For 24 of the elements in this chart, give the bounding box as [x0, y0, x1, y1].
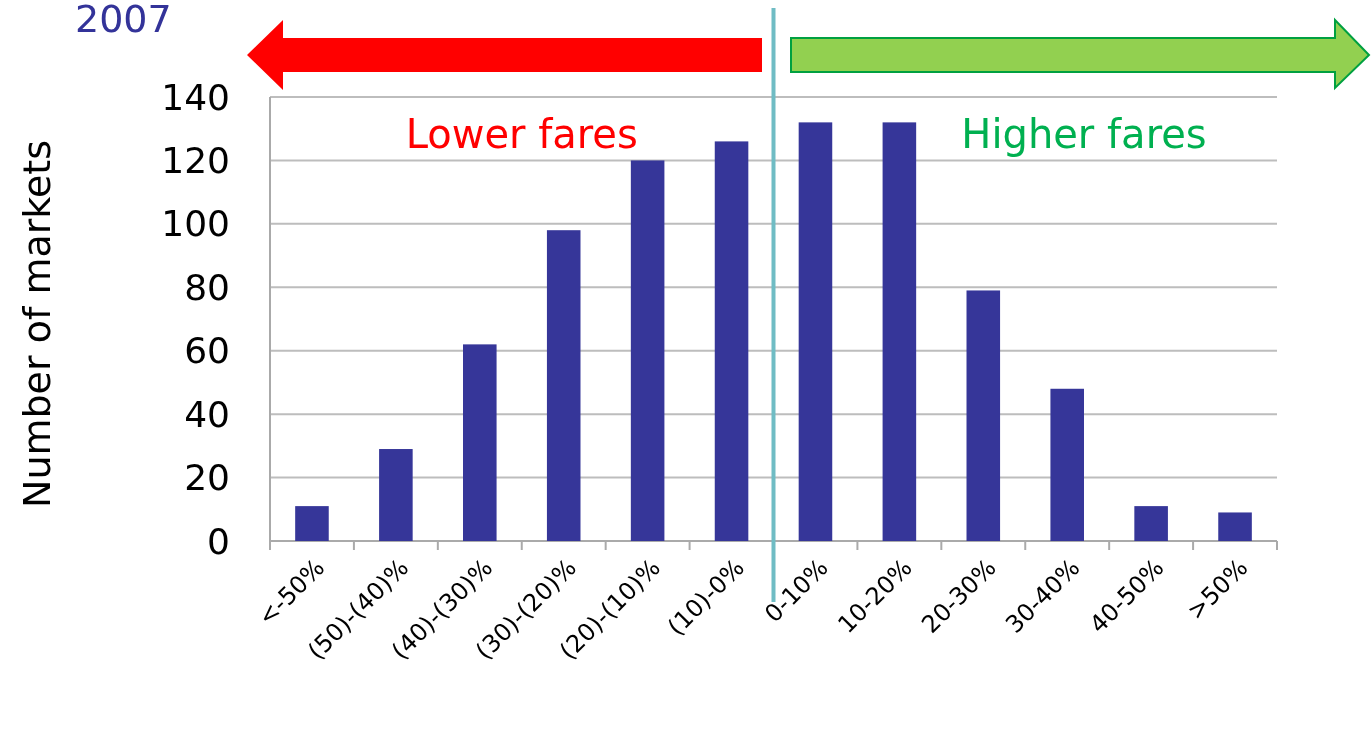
bar: [379, 449, 413, 541]
y-tick-label: 140: [161, 76, 230, 118]
bar: [1050, 388, 1084, 541]
bar: [798, 122, 833, 541]
y-tick-label: 20: [184, 457, 230, 499]
annotation: Lower fares: [405, 111, 638, 157]
y-tick-label: 0: [207, 520, 230, 562]
y-tick-label: 80: [184, 266, 230, 308]
y-tick-label: 100: [161, 203, 230, 245]
annotation: Higher fares: [961, 111, 1207, 157]
bar: [546, 230, 581, 541]
bar: [882, 122, 917, 541]
y-tick-label: 60: [184, 330, 230, 372]
bar: [714, 141, 749, 541]
bar: [1134, 506, 1168, 541]
chart-title: 2007: [75, 0, 172, 41]
y-tick-label: 120: [161, 140, 230, 182]
bar: [966, 290, 1001, 541]
bar: [630, 160, 665, 541]
y-axis-title: Number of markets: [15, 139, 59, 509]
bar: [463, 344, 497, 541]
y-tick-label: 40: [184, 393, 230, 435]
bar: [295, 506, 329, 541]
bar: [1218, 512, 1252, 541]
